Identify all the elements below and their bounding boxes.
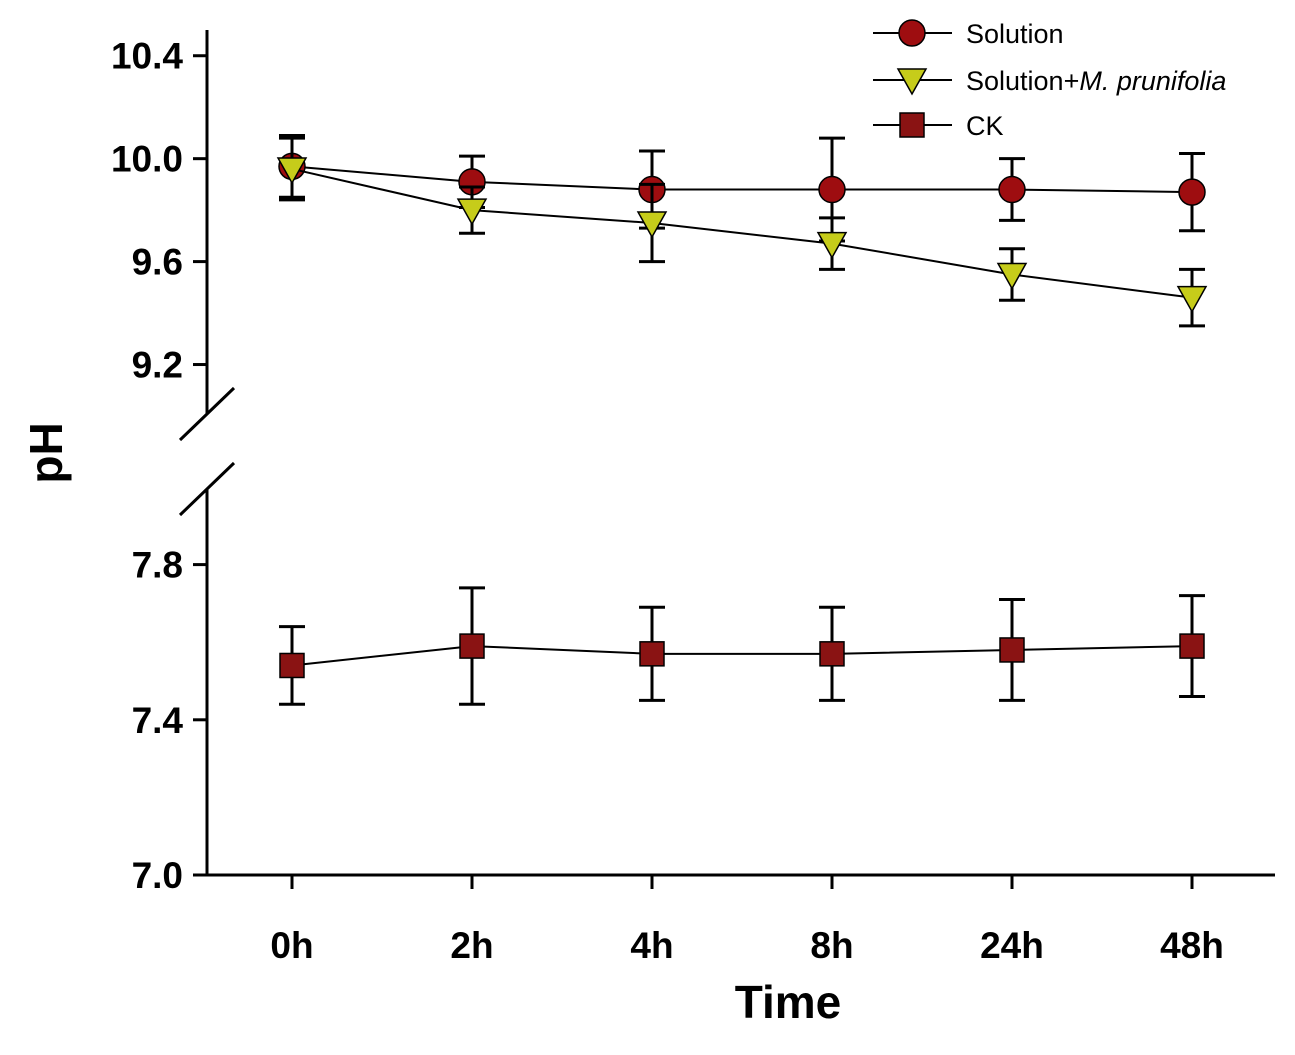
legend-marker — [898, 19, 926, 47]
data-point — [999, 637, 1025, 663]
axis-break-mark — [178, 461, 236, 517]
data-point — [279, 652, 305, 679]
data-point — [1176, 285, 1208, 314]
legend-marker — [896, 68, 928, 96]
x-tick-label: 4h — [630, 925, 673, 966]
legend-item: CK — [873, 111, 1004, 141]
data-point — [276, 157, 308, 185]
data-point — [456, 198, 488, 226]
x-axis-title: Time — [735, 976, 842, 1028]
data-point — [819, 641, 845, 667]
y-tick-label: 7.8 — [132, 545, 183, 586]
data-point — [818, 175, 846, 204]
axes: 7.0 7.4 7.8 9.2 9.6 10.0 10.4 0h 2h 4h 8h 24h 48h — [111, 30, 1275, 966]
y-tick-label: 7.0 — [132, 855, 183, 896]
series-2 — [279, 586, 1205, 706]
legend-label: CK — [966, 111, 1004, 141]
x-tick-label: 8h — [810, 925, 853, 966]
data-point — [996, 262, 1028, 291]
y-tick-label: 10.4 — [111, 36, 183, 77]
legend-marker — [899, 112, 925, 138]
series-0 — [278, 134, 1206, 243]
x-tick-label: 24h — [980, 925, 1044, 966]
series-1 — [276, 136, 1208, 328]
x-tick-label: 0h — [270, 925, 313, 966]
data-point — [459, 633, 485, 659]
series-line — [291, 645, 1193, 667]
y-axis-title: pH — [20, 422, 72, 483]
legend-item: Solution — [873, 19, 1064, 49]
axis-break-mark — [178, 386, 236, 442]
plot-area — [276, 134, 1208, 706]
series-line — [291, 167, 1193, 299]
x-tick-label: 48h — [1160, 925, 1224, 966]
legend-label: Solution — [966, 19, 1064, 49]
legend-label: Solution+M. prunifolia — [966, 66, 1226, 96]
legend-item: Solution+M. prunifolia — [873, 66, 1226, 96]
series-line — [291, 165, 1193, 194]
y-tick-label: 9.6 — [132, 242, 183, 283]
y-tick-label: 10.0 — [111, 139, 183, 180]
data-point — [998, 175, 1026, 204]
data-point — [636, 211, 668, 239]
y-tick-label: 7.4 — [132, 700, 184, 741]
x-tick-label: 2h — [450, 925, 493, 966]
data-point — [1178, 178, 1206, 206]
legend: Solution Solution+M. prunifolia CK — [873, 19, 1226, 141]
data-point — [816, 231, 848, 260]
data-point — [1179, 633, 1205, 659]
y-tick-label: 9.2 — [132, 345, 183, 386]
data-point — [639, 641, 665, 667]
